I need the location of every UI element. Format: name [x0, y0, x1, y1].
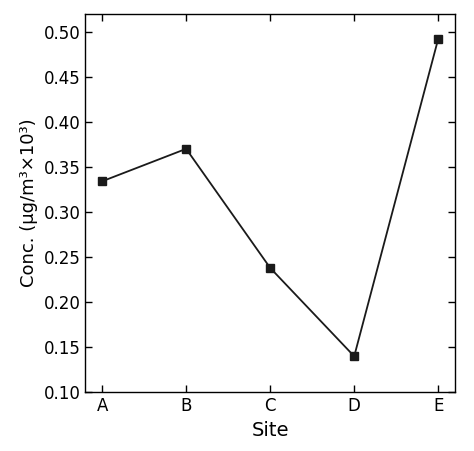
Y-axis label: Conc. (μg/m³×10³): Conc. (μg/m³×10³) [20, 119, 38, 287]
X-axis label: Site: Site [251, 421, 289, 440]
